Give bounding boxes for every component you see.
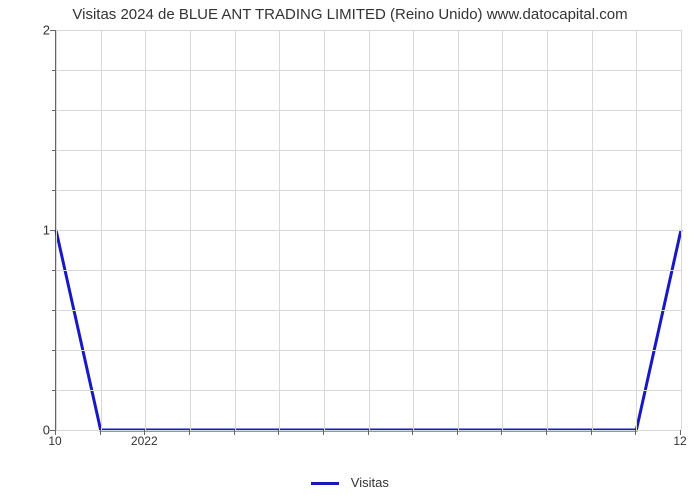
gridline-v	[547, 30, 548, 430]
x-tick	[323, 430, 324, 435]
y-minor-tick	[52, 310, 55, 311]
gridline-v	[681, 30, 682, 430]
gridline-v	[145, 30, 146, 430]
y-minor-tick	[52, 350, 55, 351]
y-axis-label: 1	[43, 223, 50, 238]
x-tick	[457, 430, 458, 435]
y-minor-tick	[52, 150, 55, 151]
chart-title: Visitas 2024 de BLUE ANT TRADING LIMITED…	[0, 0, 700, 23]
y-axis-label: 2	[43, 23, 50, 38]
gridline-v	[413, 30, 414, 430]
x-axis-label: 2022	[131, 434, 158, 448]
gridline-v	[636, 30, 637, 430]
x-tick	[234, 430, 235, 435]
gridline-v	[101, 30, 102, 430]
y-minor-tick	[52, 110, 55, 111]
legend-swatch	[311, 482, 339, 485]
y-minor-tick	[52, 190, 55, 191]
gridline-v	[279, 30, 280, 430]
gridline-v	[502, 30, 503, 430]
y-minor-tick	[52, 270, 55, 271]
x-tick	[546, 430, 547, 435]
y-tick	[50, 30, 55, 31]
gridline-v	[369, 30, 370, 430]
x-tick	[368, 430, 369, 435]
y-minor-tick	[52, 390, 55, 391]
gridline-v	[324, 30, 325, 430]
x-tick	[501, 430, 502, 435]
legend: Visitas	[0, 475, 700, 490]
gridline-v	[56, 30, 57, 430]
x-tick	[412, 430, 413, 435]
gridline-v	[592, 30, 593, 430]
y-minor-tick	[52, 70, 55, 71]
gridline-v	[190, 30, 191, 430]
x-tick	[189, 430, 190, 435]
x-tick	[635, 430, 636, 435]
x-tick	[591, 430, 592, 435]
y-tick	[50, 230, 55, 231]
x-axis-label: 12	[673, 434, 686, 448]
x-tick	[278, 430, 279, 435]
gridline-v	[458, 30, 459, 430]
x-axis-label: 10	[48, 434, 61, 448]
gridline-h	[56, 430, 681, 431]
legend-label: Visitas	[351, 475, 389, 490]
plot-area	[55, 30, 681, 431]
x-tick	[100, 430, 101, 435]
gridline-v	[235, 30, 236, 430]
